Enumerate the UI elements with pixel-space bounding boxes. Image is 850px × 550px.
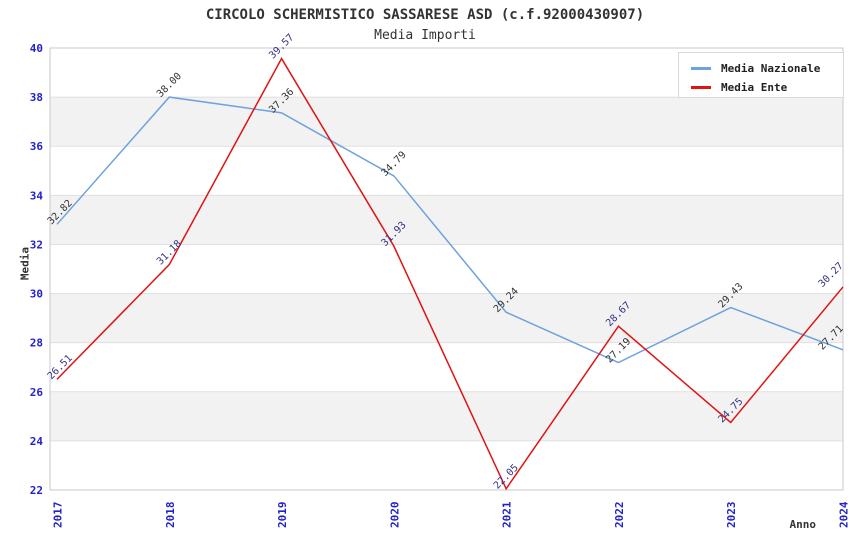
x-tick-label: 2023	[725, 502, 738, 529]
x-tick-label: 2021	[501, 501, 514, 528]
y-axis-title: Media	[18, 246, 32, 281]
y-tick-label: 24	[30, 435, 44, 448]
legend-line-swatch-blue	[691, 66, 711, 70]
background-band	[50, 391, 843, 441]
legend-item-ente: Media Ente	[691, 79, 843, 95]
legend-label: Media Nazionale	[721, 61, 821, 75]
x-tick-label: 2020	[388, 502, 401, 529]
y-tick-label: 34	[30, 189, 44, 202]
y-tick-label: 30	[30, 288, 43, 301]
x-tick-label: 2019	[276, 502, 289, 529]
legend: Media Nazionale Media Ente	[678, 52, 844, 98]
x-tick-label: 2022	[613, 502, 626, 529]
x-axis-title: Anno	[789, 518, 817, 531]
y-tick-label: 28	[30, 337, 43, 350]
background-band	[50, 195, 843, 245]
plot-border	[49, 47, 844, 491]
data-label: 30.27	[817, 261, 846, 290]
y-tick-label: 26	[30, 386, 44, 399]
chart-subtitle: Media Importi	[374, 28, 476, 43]
chart-title: CIRCOLO SCHERMISTICO SASSARESE ASD (c.f.…	[205, 7, 645, 23]
y-tick-label: 32	[30, 238, 43, 251]
data-label: 38.00	[155, 71, 184, 100]
y-tick-label: 38	[30, 91, 43, 104]
x-tick-label: 2018	[164, 502, 177, 529]
y-tick-label: 22	[30, 484, 43, 497]
data-label: 34.79	[380, 150, 409, 179]
x-tick-label: 2017	[52, 502, 65, 529]
legend-label: Media Ente	[721, 80, 788, 94]
y-tick-label: 36	[30, 140, 44, 153]
background-band	[50, 97, 843, 147]
series-line	[56, 57, 844, 491]
legend-item-nazionale: Media Nazionale	[691, 60, 843, 76]
series-line	[56, 96, 844, 364]
x-tick-label: 2024	[838, 501, 850, 528]
y-tick-label: 40	[30, 42, 43, 55]
legend-line-swatch-red	[691, 85, 711, 89]
